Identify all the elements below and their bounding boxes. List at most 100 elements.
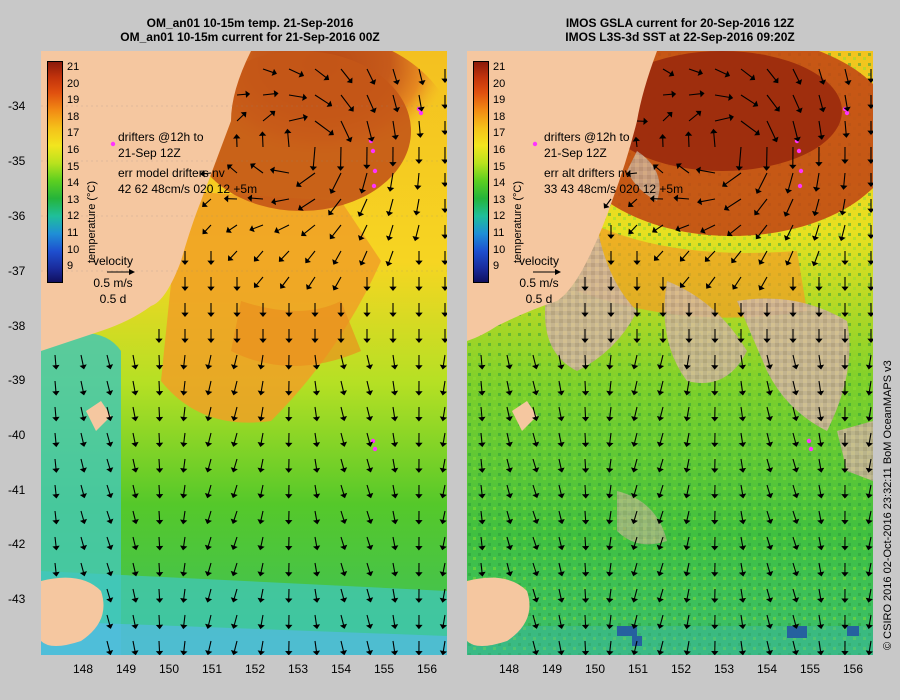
current-vector — [334, 276, 342, 288]
current-vector-head — [339, 441, 348, 447]
current-vector-head — [230, 544, 238, 551]
current-vector-head — [732, 283, 739, 290]
current-vector — [233, 458, 238, 469]
current-vector-head — [155, 416, 164, 422]
current-vector — [392, 484, 396, 495]
current-vector — [815, 172, 820, 189]
current-vector — [480, 458, 483, 470]
current-vector-head — [738, 390, 747, 396]
left-map-panel: 21 20 19 18 17 16 15 14 13 12 11 10 9 te… — [41, 51, 447, 655]
current-vector-head — [478, 493, 486, 499]
current-vector — [392, 588, 396, 600]
current-vector-head — [817, 467, 825, 473]
current-vector — [686, 588, 690, 600]
current-vector — [558, 406, 562, 418]
current-vector — [584, 640, 587, 652]
current-vector-head — [791, 390, 799, 396]
current-vector-head — [531, 364, 540, 370]
current-vector-head — [155, 572, 164, 577]
current-vector — [868, 640, 872, 652]
current-vector-head — [789, 286, 797, 292]
current-vector — [340, 120, 350, 139]
current-vector-head — [358, 188, 367, 194]
current-vector — [233, 536, 238, 547]
current-vector-head — [131, 623, 139, 630]
current-vector-head — [302, 93, 308, 101]
current-vector-head — [606, 493, 614, 499]
current-vector — [814, 198, 820, 213]
current-vector-head — [415, 651, 423, 655]
current-vector-head — [817, 597, 825, 603]
current-vectors — [478, 68, 873, 655]
current-vector — [417, 172, 420, 187]
current-vector-head — [557, 545, 565, 551]
current-vector-head — [695, 110, 702, 117]
current-vector-head — [247, 194, 253, 202]
current-vector-head — [711, 494, 719, 499]
current-vector-head — [656, 597, 664, 603]
current-vector-head — [766, 597, 774, 603]
current-vector-head — [365, 364, 373, 370]
current-vector — [532, 380, 537, 392]
current-vector — [766, 562, 771, 573]
current-vector-head — [695, 166, 701, 174]
current-vector — [792, 484, 797, 495]
current-vector — [506, 354, 510, 366]
current-vector-head — [106, 649, 114, 655]
current-vector-head — [630, 571, 638, 577]
current-vector-head — [257, 624, 265, 630]
current-vector-head — [628, 201, 634, 207]
current-vector-head — [441, 182, 447, 188]
current-vector-head — [204, 571, 212, 577]
current-vector-head — [312, 650, 321, 655]
current-vector-head — [284, 128, 292, 134]
current-vector-head — [607, 234, 615, 240]
current-vector — [442, 614, 446, 626]
current-vector-head — [390, 624, 399, 630]
current-vector-head — [581, 624, 590, 630]
current-vector — [818, 536, 822, 547]
current-vector — [183, 406, 186, 418]
current-vector-head — [738, 545, 747, 551]
current-vector — [734, 276, 742, 287]
current-vector-head — [557, 597, 565, 603]
current-vector — [236, 114, 245, 122]
current-vector — [740, 94, 756, 105]
current-vector — [532, 484, 537, 495]
current-vector — [480, 536, 483, 547]
current-vector-head — [257, 650, 265, 655]
current-vector-head — [226, 226, 232, 233]
current-vector-head — [269, 166, 275, 174]
current-vector-head — [606, 364, 614, 370]
current-vector-head — [106, 441, 114, 447]
current-vector-head — [671, 90, 677, 98]
current-vector-head — [230, 441, 238, 447]
current-vector-head — [841, 442, 849, 448]
current-vector — [659, 432, 664, 444]
current-vector-head — [656, 570, 664, 577]
current-vector-head — [312, 416, 321, 422]
colorbar-tick: 20 — [67, 77, 80, 90]
current-vector-head — [205, 364, 213, 370]
current-vector — [659, 406, 664, 418]
current-vector-head — [816, 442, 825, 448]
current-vector-head — [180, 442, 188, 448]
current-vector — [584, 432, 587, 444]
current-vector-head — [392, 79, 400, 85]
current-vector-head — [309, 166, 318, 171]
current-vector-head — [791, 441, 800, 447]
current-vector — [634, 640, 638, 652]
current-vector-head — [784, 188, 793, 194]
current-vector-head — [249, 225, 255, 233]
current-vector — [686, 614, 690, 626]
current-vector — [287, 132, 290, 148]
current-vector-head — [865, 545, 873, 551]
current-vector — [442, 640, 446, 652]
error-legend: err alt drifters nv 33 43 48cm/s 020 12 … — [544, 165, 683, 197]
current-vector-head — [230, 415, 239, 422]
current-vector — [260, 380, 264, 392]
current-vector-head — [306, 283, 313, 290]
current-vector-head — [763, 338, 771, 344]
current-vector — [340, 432, 345, 444]
current-vector — [480, 562, 483, 573]
